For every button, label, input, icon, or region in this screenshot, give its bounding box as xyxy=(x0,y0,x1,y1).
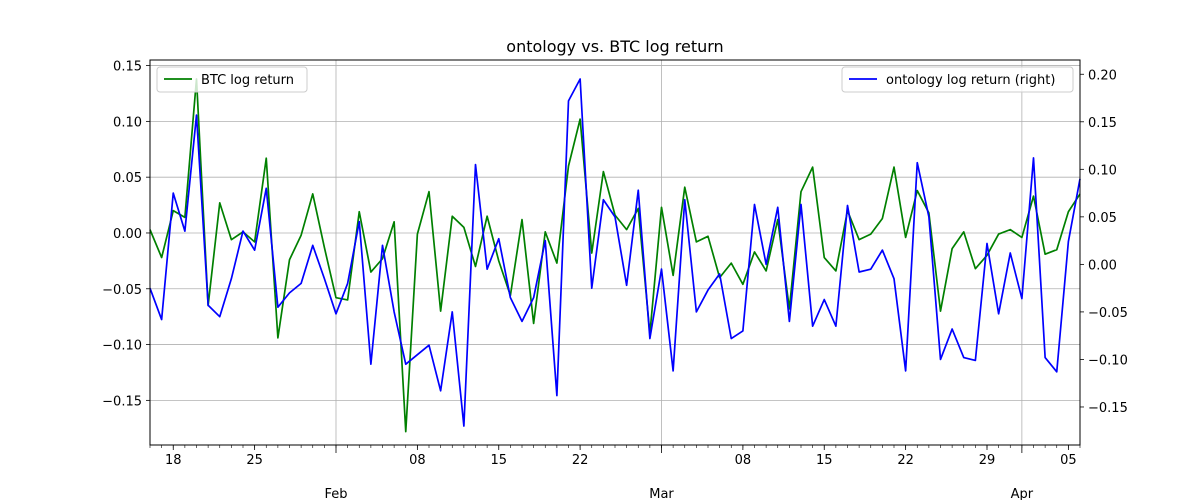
x-minor-tick-label: 29 xyxy=(979,453,996,468)
y-left-tick-label: 0.00 xyxy=(113,227,142,242)
x-minor-tick-label: 22 xyxy=(897,453,914,468)
x-major-tick-label: Feb xyxy=(324,487,347,500)
x-minor-tick-label: 15 xyxy=(490,453,507,468)
y-left-tick-label: −0.05 xyxy=(102,283,142,298)
x-minor-tick-label: 15 xyxy=(816,453,833,468)
legend-left: BTC log return xyxy=(156,66,308,93)
series-line-btc xyxy=(149,78,1081,433)
series-lines xyxy=(149,78,1081,433)
legend-right: ontology log return (right) xyxy=(841,66,1074,93)
y-left-tick-label: 0.10 xyxy=(113,115,142,130)
x-major-tick-label: Mar xyxy=(649,487,674,500)
x-minor-tick-label: 05 xyxy=(1060,453,1077,468)
legend-left-label: BTC log return xyxy=(201,73,294,88)
series-line-ontology xyxy=(149,78,1081,427)
x-minor-tick-label: 08 xyxy=(735,453,752,468)
x-minor-tick-label: 08 xyxy=(409,453,426,468)
x-major-tick-label: Apr xyxy=(1011,487,1034,500)
legend-right-label: ontology log return (right) xyxy=(886,73,1055,88)
grid xyxy=(150,60,1080,445)
y-right-tick-label: −0.10 xyxy=(1088,353,1128,368)
x-minor-tick-label: 25 xyxy=(246,453,263,468)
y-right-tick-label: 0.20 xyxy=(1088,68,1117,83)
y-right-tick-label: −0.05 xyxy=(1088,306,1128,321)
y-left-tick-label: 0.15 xyxy=(113,60,142,75)
y-left-tick-label: −0.10 xyxy=(102,339,142,354)
y-right-tick-label: 0.00 xyxy=(1088,258,1117,273)
chart-title: ontology vs. BTC log return xyxy=(506,37,723,56)
legend-left-box xyxy=(156,66,308,93)
x-minor-tick-label: 18 xyxy=(165,453,182,468)
y-right-tick-label: 0.15 xyxy=(1088,116,1117,131)
y-left-tick-label: 0.05 xyxy=(113,171,142,186)
y-right-tick-label: −0.15 xyxy=(1088,401,1128,416)
y-left-tick-label: −0.15 xyxy=(102,394,142,409)
y-right-tick-label: 0.10 xyxy=(1088,163,1117,178)
axes: −0.15 −0.10 −0.05 0.00 0.05 0.10 0.15 −0.15 −0.1… xyxy=(102,60,1128,500)
legend-right-box xyxy=(841,66,1074,93)
y-right-tick-label: 0.05 xyxy=(1088,211,1117,226)
x-minor-tick-label: 22 xyxy=(572,453,589,468)
